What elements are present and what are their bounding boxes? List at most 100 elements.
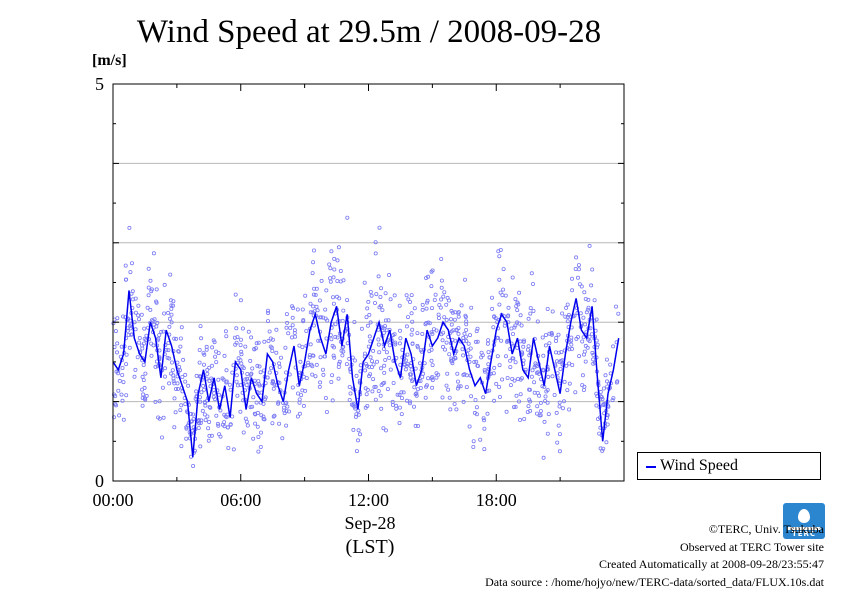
scatter-point: [464, 385, 469, 390]
scatter-point: [373, 251, 378, 256]
scatter-point: [238, 337, 243, 342]
scatter-point: [300, 388, 305, 393]
scatter-point: [162, 282, 167, 287]
scatter-point: [489, 295, 494, 300]
scatter-point: [376, 337, 381, 342]
scatter-point: [378, 303, 383, 308]
scatter-point: [310, 310, 315, 315]
scatter-point: [528, 399, 533, 404]
scatter-point: [262, 397, 267, 402]
scatter-point: [392, 293, 397, 298]
scatter-point: [398, 336, 403, 341]
scatter-point: [319, 315, 324, 320]
scatter-point: [245, 371, 250, 376]
scatter-point: [541, 367, 546, 372]
scatter-point: [518, 377, 523, 382]
scatter-point: [508, 358, 513, 363]
scatter-point: [130, 289, 135, 294]
scatter-point: [334, 294, 339, 299]
scatter-point: [505, 375, 510, 380]
scatter-point: [127, 323, 132, 328]
scatter-point: [321, 372, 326, 377]
scatter-point: [224, 380, 229, 385]
scatter-point: [201, 383, 206, 388]
scatter-point: [207, 404, 212, 409]
scatter-point: [238, 358, 243, 363]
scatter-point: [604, 440, 609, 445]
scatter-point: [501, 287, 506, 292]
scatter-point: [556, 423, 561, 428]
scatter-point: [397, 328, 402, 333]
scatter-point: [438, 305, 443, 310]
scatter-point: [311, 304, 316, 309]
scatter-point: [562, 399, 567, 404]
scatter-point: [117, 413, 122, 418]
scatter-point: [474, 329, 479, 334]
scatter-point: [482, 367, 487, 372]
scatter-point: [410, 327, 415, 332]
scatter-point: [384, 350, 389, 355]
scatter-point: [347, 384, 352, 389]
scatter-point: [579, 284, 584, 289]
scatter-point: [570, 276, 575, 281]
scatter-point: [214, 349, 219, 354]
scatter-point: [514, 393, 519, 398]
scatter-point: [339, 348, 344, 353]
scatter-point: [137, 335, 142, 340]
scatter-point: [543, 343, 548, 348]
scatter-point: [133, 310, 138, 315]
scatter-point: [231, 447, 236, 452]
scatter-point: [557, 404, 562, 409]
scatter-point: [578, 311, 583, 316]
axis-layer: [112, 83, 625, 482]
scatter-point: [429, 284, 434, 289]
scatter-point: [308, 310, 313, 315]
scatter-point: [248, 358, 253, 363]
scatter-point: [288, 325, 293, 330]
scatter-point: [487, 388, 492, 393]
scatter-point: [529, 271, 534, 276]
scatter-point: [404, 293, 409, 298]
scatter-point: [410, 377, 415, 382]
scatter-point: [513, 323, 518, 328]
scatter-point: [133, 367, 138, 372]
scatter-point: [464, 373, 469, 378]
scatter-point: [244, 419, 249, 424]
scatter-point: [345, 298, 350, 303]
scatter-point: [345, 215, 350, 220]
scatter-point: [454, 407, 459, 412]
scatter-point: [554, 410, 559, 415]
scatter-point: [209, 433, 214, 438]
scatter-point: [485, 411, 490, 416]
scatter-point: [439, 256, 444, 261]
scatter-point: [254, 400, 259, 405]
scatter-point: [256, 340, 261, 345]
credit-data-source: Data source : /home/hojyo/new/TERC-data/…: [485, 574, 824, 589]
scatter-point: [401, 390, 406, 395]
scatter-point: [534, 370, 539, 375]
scatter-point: [567, 407, 572, 412]
scatter-point: [169, 303, 174, 308]
scatter-point: [557, 400, 562, 405]
scatter-point: [265, 375, 270, 380]
scatter-point: [292, 328, 297, 333]
scatter-point: [157, 416, 162, 421]
scatter-point: [142, 326, 147, 331]
scatter-point: [332, 256, 337, 261]
scatter-point: [162, 311, 167, 316]
scatter-point: [497, 302, 502, 307]
scatter-point: [314, 304, 319, 309]
scatter-point: [157, 333, 162, 338]
scatter-point: [222, 353, 227, 358]
scatter-point: [207, 433, 212, 438]
scatter-point: [241, 366, 246, 371]
line-layer: [112, 290, 620, 458]
scatter-point: [420, 331, 425, 336]
scatter-point: [314, 362, 319, 367]
scatter-point: [616, 311, 621, 316]
scatter-point: [377, 350, 382, 355]
scatter-point: [332, 355, 337, 360]
scatter-point: [535, 404, 540, 409]
scatter-point: [426, 320, 431, 325]
scatter-point: [315, 308, 320, 313]
